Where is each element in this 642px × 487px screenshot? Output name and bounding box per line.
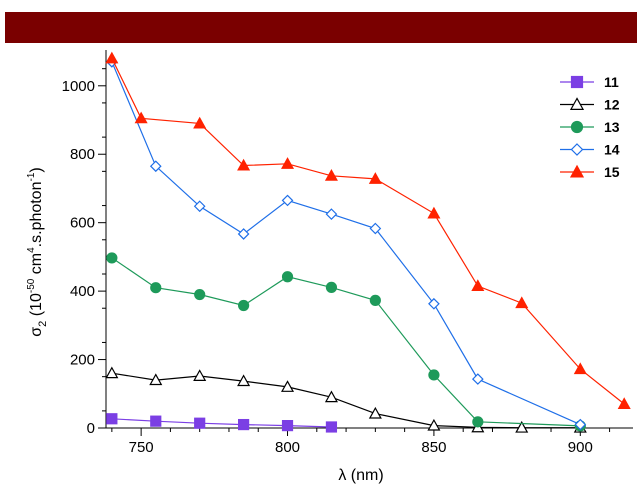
data-point: [570, 75, 584, 89]
legend-entry: 13: [560, 119, 620, 135]
data-point: [106, 413, 118, 425]
data-point: [194, 288, 206, 301]
data-point: [281, 271, 294, 283]
data-point: [569, 164, 585, 178]
axes: 0 200 400 600 800 1000 750 800 850 900: [62, 50, 633, 456]
legend-entry: 12: [560, 97, 620, 113]
data-point: [515, 420, 529, 433]
data-point: [428, 369, 440, 381]
x-tick-label: 800: [275, 439, 300, 456]
data-point: [427, 418, 441, 431]
data-point: [325, 281, 338, 293]
data-point: [324, 169, 338, 181]
data-point: [105, 366, 119, 379]
data-point: [193, 200, 206, 213]
data-point: [569, 97, 585, 110]
data-point: [368, 406, 382, 419]
data-point: [570, 120, 584, 134]
legend-label: 11: [604, 74, 619, 90]
y-tick-label: 0: [87, 420, 95, 437]
legend-label: 15: [604, 164, 620, 180]
data-point: [281, 380, 295, 392]
data-point: [237, 228, 250, 240]
legend-entry: 11: [560, 74, 619, 90]
data-point: [573, 362, 587, 375]
data-point: [238, 299, 250, 312]
data-point: [369, 222, 382, 235]
data-point: [368, 172, 382, 184]
data-point: [149, 160, 162, 173]
series-line: [111, 61, 581, 426]
data-point: [106, 252, 118, 264]
data-point: [369, 294, 381, 306]
data-point: [281, 157, 295, 169]
data-point: [515, 296, 529, 309]
y-tick-label: 200: [70, 352, 95, 369]
data-point: [471, 279, 485, 291]
series-14: [106, 55, 587, 431]
legend-entry: 14: [560, 142, 620, 158]
x-axis-title: λ (nm): [338, 467, 383, 484]
data-point: [617, 397, 631, 410]
data-point: [149, 373, 163, 386]
data-point: [281, 420, 294, 432]
data-point: [193, 369, 207, 381]
data-point: [238, 418, 250, 431]
series-line: [111, 418, 332, 428]
data-point: [471, 373, 484, 385]
data-point: [105, 51, 119, 64]
x-tick-label: 750: [129, 439, 154, 456]
data-point: [134, 111, 148, 124]
data-point: [428, 297, 440, 310]
data-point: [150, 282, 162, 294]
legend-label: 14: [604, 142, 620, 158]
series-13: [106, 252, 586, 432]
data-point: [237, 374, 251, 387]
series-11: [106, 413, 338, 433]
data-point: [324, 390, 338, 403]
data-point: [570, 143, 584, 156]
y-tick-label: 1000: [62, 78, 95, 95]
series-layer: [105, 51, 631, 433]
data-point: [193, 116, 207, 129]
legend: 11 12 13 14 15: [560, 74, 620, 180]
x-tick-label: 900: [568, 439, 593, 456]
data-point: [281, 194, 294, 207]
series-line: [111, 58, 625, 405]
y-tick-label: 400: [70, 283, 95, 300]
series-line: [111, 257, 581, 427]
top-banner: [5, 12, 637, 43]
x-tick-label: 850: [421, 439, 446, 456]
data-point: [427, 206, 441, 219]
data-point: [472, 416, 484, 428]
data-point: [325, 421, 338, 433]
data-point: [325, 208, 338, 220]
y-tick-label: 800: [70, 146, 95, 163]
data-point: [237, 158, 251, 171]
legend-entry: 15: [560, 164, 620, 180]
series-line: [111, 372, 581, 429]
data-point: [150, 415, 162, 427]
data-point: [574, 418, 587, 431]
series-15: [105, 51, 631, 410]
y-tick-label: 600: [70, 215, 95, 232]
legend-label: 12: [604, 97, 620, 113]
y-axis-title: σ2 (10-50 cm4.s.photon-1): [26, 167, 49, 336]
legend-label: 13: [604, 119, 620, 135]
data-point: [194, 417, 206, 429]
